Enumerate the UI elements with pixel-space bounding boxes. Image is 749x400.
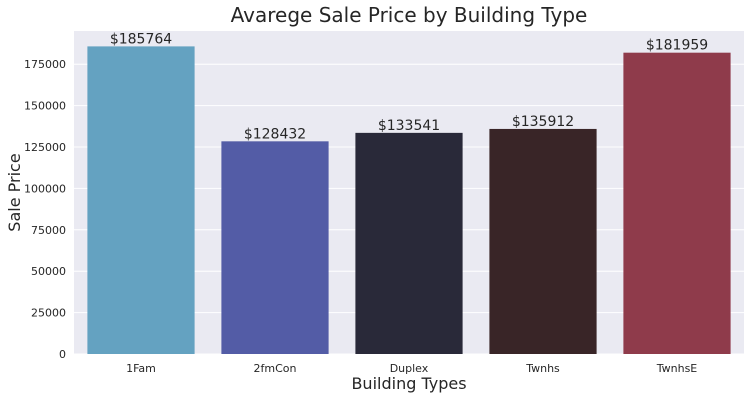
y-tick-label: 125000: [24, 141, 66, 154]
y-tick-label: 175000: [24, 58, 66, 71]
chart-title: Avarege Sale Price by Building Type: [231, 3, 588, 27]
x-axis-ticks: 1Fam 2fmCon Duplex Twnhs TwnhsE: [126, 362, 697, 375]
bar-twnhs: [489, 128, 597, 354]
data-labels: $185764 $128432 $133541 $135912 $181959: [110, 31, 708, 142]
y-tick-label: 100000: [24, 182, 66, 195]
data-label: $135912: [512, 114, 574, 130]
data-label: $128432: [244, 126, 306, 142]
y-axis-ticks: 0 25000 50000 75000 100000 125000 150000 175000: [24, 58, 66, 361]
bar-duplex: [355, 132, 463, 354]
data-label: $185764: [110, 31, 172, 47]
y-tick-label: 25000: [31, 307, 66, 320]
y-tick-label: 0: [59, 348, 66, 361]
x-tick-label: 2fmCon: [254, 362, 297, 375]
data-label: $181959: [646, 38, 708, 54]
x-tick-label: 1Fam: [126, 362, 156, 375]
y-tick-label: 50000: [31, 265, 66, 278]
data-label: $133541: [378, 118, 440, 134]
x-tick-label: Duplex: [390, 362, 429, 375]
y-tick-label: 75000: [31, 224, 66, 237]
x-axis-label: Building Types: [351, 374, 466, 393]
bar-twnhse: [623, 52, 731, 355]
y-axis-label: Sale Price: [5, 153, 24, 231]
bar-2fmcon: [221, 141, 329, 354]
y-tick-label: 150000: [24, 100, 66, 113]
x-tick-label: TwnhsE: [656, 362, 698, 375]
bars: [87, 46, 731, 355]
x-tick-label: Twnhs: [525, 362, 560, 375]
bar-1fam: [87, 46, 195, 354]
